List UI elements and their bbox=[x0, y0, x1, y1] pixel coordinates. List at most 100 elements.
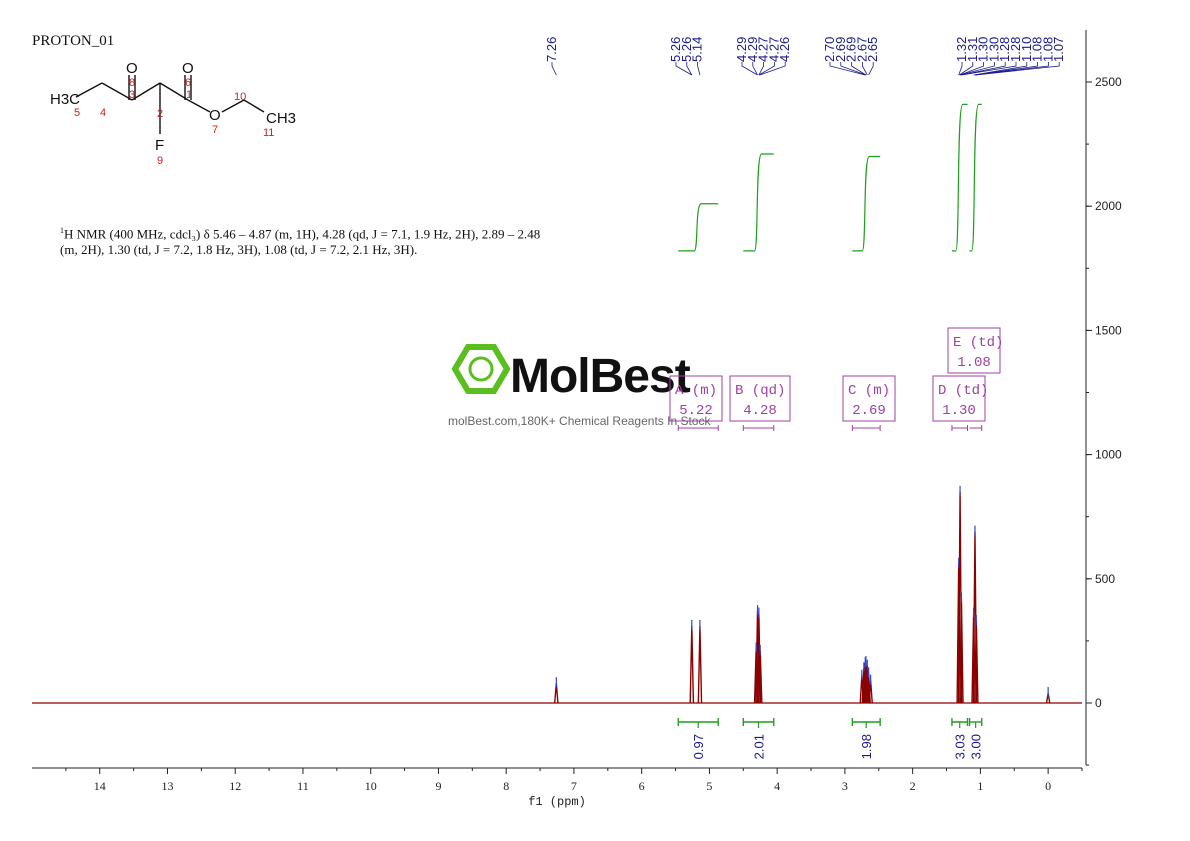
bond bbox=[131, 82, 161, 101]
spectrum-peak bbox=[689, 625, 695, 704]
peak-label: 1.32 bbox=[954, 37, 969, 62]
peak-label-leader bbox=[840, 62, 867, 76]
x-tick-label: 8 bbox=[503, 779, 509, 793]
multiplet-shift: 1.08 bbox=[957, 355, 991, 371]
molbest-logo: MolBest molBest.com,180K+ Chemical Reage… bbox=[448, 344, 711, 428]
x-tick-label: 6 bbox=[639, 779, 645, 793]
peak-label-leader bbox=[851, 62, 867, 76]
y-tick-label: 2000 bbox=[1095, 199, 1122, 213]
peak-label-leader bbox=[759, 62, 786, 76]
peak-label: 7.26 bbox=[544, 37, 559, 62]
peak-label: 4.27 bbox=[766, 37, 781, 62]
sample-name: PROTON_01 bbox=[32, 33, 114, 49]
multiplet-label: D (td) bbox=[938, 383, 988, 399]
peak-label: 1.10 bbox=[1019, 37, 1034, 62]
peak-markers bbox=[555, 485, 1049, 698]
peak-label-leader bbox=[675, 62, 693, 76]
peak-label: 4.29 bbox=[745, 37, 760, 62]
x-tick-label: 1 bbox=[977, 779, 983, 793]
integral-value: 3.00 bbox=[969, 734, 984, 759]
peak-label-leader bbox=[758, 62, 764, 76]
atom-o-ether: O bbox=[209, 107, 221, 124]
y-tick-label: 0 bbox=[1095, 696, 1102, 710]
multiplet-shift: 1.30 bbox=[942, 403, 976, 419]
peak-label-leader bbox=[961, 62, 1017, 76]
peak-label-leader bbox=[961, 62, 1006, 76]
bond bbox=[187, 99, 211, 113]
peak-label-leader bbox=[959, 62, 995, 76]
peak-label-leader bbox=[697, 62, 701, 76]
desc-line-1: H NMR (400 MHz, cdcl₃) δ 5.46 – 4.87 (m,… bbox=[64, 226, 541, 242]
peak-label: 2.70 bbox=[822, 37, 837, 62]
peak-label-leader bbox=[686, 62, 693, 76]
atom-o-carbonyl: O bbox=[182, 60, 194, 77]
peak-label-leader bbox=[959, 62, 974, 76]
x-tick-label: 0 bbox=[1045, 779, 1051, 793]
integral-value: 0.97 bbox=[691, 734, 706, 759]
multiplet-label: B (qd) bbox=[735, 383, 785, 399]
atom-number: 8 bbox=[129, 77, 135, 89]
peak-label: 5.26 bbox=[668, 37, 683, 62]
peak-label-leader bbox=[974, 62, 1038, 76]
hexagon-logo-icon bbox=[451, 344, 511, 394]
spectrum-peak bbox=[697, 625, 703, 704]
multiplet-label: A (m) bbox=[675, 383, 717, 399]
peak-label: 1.30 bbox=[976, 37, 991, 62]
peak-label: 4.26 bbox=[777, 37, 792, 62]
integral-value: 1.98 bbox=[859, 734, 874, 759]
peak-label: 2.65 bbox=[865, 37, 880, 62]
integral-curve bbox=[969, 103, 982, 252]
atom-numbers: 8 6 3 1 5 4 2 7 10 11 9 bbox=[74, 77, 274, 167]
x-tick-label: 4 bbox=[774, 779, 780, 793]
multiplet-box bbox=[842, 375, 896, 422]
peak-label: 2.69 bbox=[833, 37, 848, 62]
peak-label: 1.28 bbox=[1008, 37, 1023, 62]
integral-curve bbox=[852, 155, 881, 252]
atom-number: 4 bbox=[100, 107, 106, 119]
x-tick-label: 3 bbox=[842, 779, 848, 793]
integral-curve bbox=[743, 153, 774, 252]
atom-number: 5 bbox=[74, 107, 80, 119]
x-tick-label: 12 bbox=[229, 779, 241, 793]
bond bbox=[75, 82, 103, 98]
integral-brackets: 0.97 2.01 1.98 3.03 3.00 bbox=[677, 718, 984, 759]
multiplet-shift: 5.22 bbox=[679, 403, 713, 419]
peak-label: 1.08 bbox=[1040, 37, 1055, 62]
atom-number: 11 bbox=[263, 127, 274, 139]
x-tick-label: 11 bbox=[297, 779, 309, 793]
integral-value: 2.01 bbox=[752, 734, 767, 759]
peak-label-leader bbox=[974, 62, 1049, 76]
y-tick-label: 1500 bbox=[1095, 323, 1122, 337]
peak-label-leader bbox=[862, 62, 868, 76]
peak-label: 1.28 bbox=[997, 37, 1012, 62]
x-tick-label: 5 bbox=[706, 779, 712, 793]
peak-label: 4.27 bbox=[756, 37, 771, 62]
peak-label-leader bbox=[959, 62, 984, 76]
y-tick-label: 1000 bbox=[1095, 448, 1122, 462]
atom-number: 9 bbox=[157, 155, 163, 167]
peak-label-leader bbox=[958, 62, 963, 76]
multiplet-shift: 2.69 bbox=[852, 403, 886, 419]
y-tick-label: 2500 bbox=[1095, 75, 1122, 89]
axes: 14 13 12 11 10 9 8 7 6 5 4 3 2 1 0f1 (ppm)250020001500… bbox=[32, 30, 1122, 809]
multiplet-shift: 4.28 bbox=[743, 403, 777, 419]
y-tick-label: 500 bbox=[1095, 572, 1115, 586]
desc-superscript: 1 bbox=[60, 226, 64, 235]
multiplet-boxes: A (m) 5.22 B (qd) 4.28 C (m) 2.69 D (td) 1.30 E … bbox=[669, 327, 1003, 431]
peak-label-leader bbox=[829, 62, 866, 76]
peak-label-leader bbox=[973, 62, 1028, 76]
nmr-description: 1H NMR (400 MHz, cdcl₃) δ 5.46 – 4.87 (m… bbox=[60, 223, 620, 258]
brand-tagline: molBest.com,180K+ Chemical Reagents In S… bbox=[448, 414, 711, 428]
molecule-atoms: H3C O O O CH3 F bbox=[50, 60, 296, 154]
multiplet-label: E (td) bbox=[953, 335, 1003, 351]
multiplet-box bbox=[947, 327, 1001, 374]
peak-label: 2.69 bbox=[844, 37, 859, 62]
peak-label: 5.26 bbox=[679, 37, 694, 62]
bond bbox=[221, 99, 245, 113]
multiplet-box bbox=[729, 375, 791, 422]
atom-number: 6 bbox=[185, 77, 191, 89]
atom-o-keto: O bbox=[126, 60, 138, 77]
peak-label-leader bbox=[551, 62, 557, 76]
peak-label-leader bbox=[752, 62, 758, 76]
